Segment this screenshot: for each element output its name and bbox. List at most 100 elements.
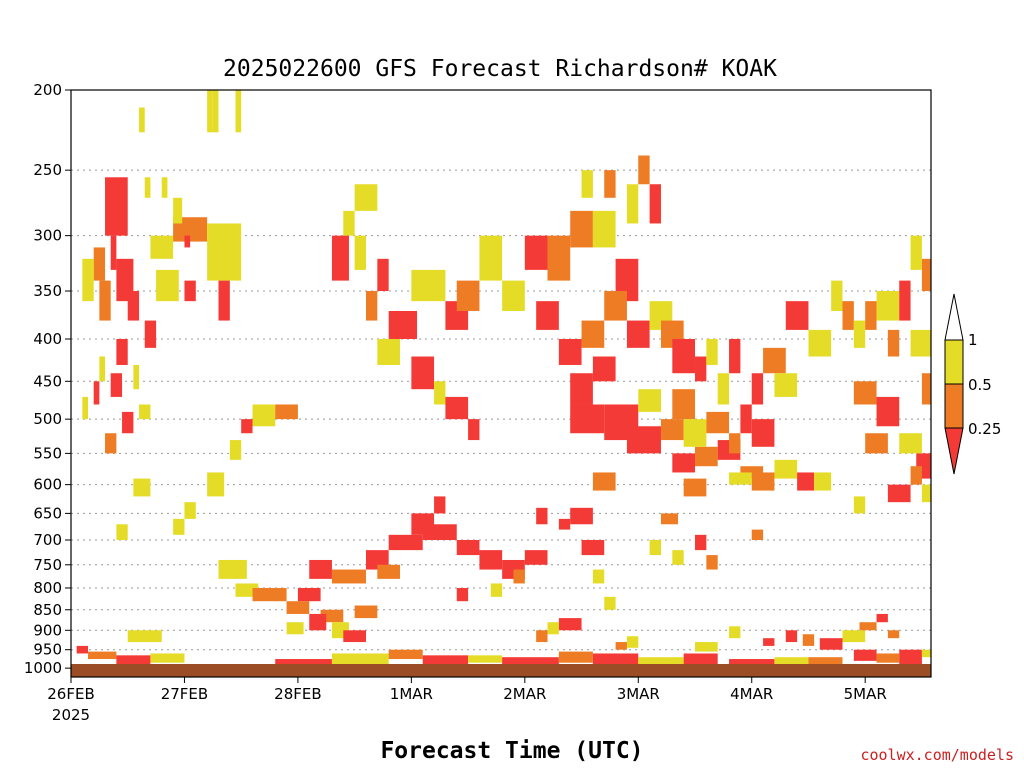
x-tick-label-7: 5MAR <box>844 685 887 703</box>
cell-145 <box>865 301 877 330</box>
cell-118 <box>570 507 593 525</box>
x-tick-label-2: 28FEB <box>274 685 321 703</box>
y-tick-label-8: 600 <box>33 476 62 494</box>
cell-57 <box>422 524 457 541</box>
cell-184 <box>729 659 775 667</box>
cell-162 <box>729 472 752 485</box>
y-tick-label-2: 300 <box>33 227 62 245</box>
cell-70 <box>331 235 349 281</box>
y-tick-label-3: 350 <box>33 282 62 300</box>
cell-166 <box>649 540 661 556</box>
cell-105 <box>570 404 605 434</box>
cell-84 <box>502 280 525 311</box>
cell-31 <box>252 404 276 427</box>
cell-80 <box>411 269 446 302</box>
cell-9 <box>173 197 183 224</box>
cell-155 <box>853 381 877 405</box>
cell-42 <box>252 587 287 602</box>
cell-90 <box>558 338 582 365</box>
cell-0 <box>105 177 128 236</box>
y-tick-label-1: 250 <box>33 161 62 179</box>
cell-179 <box>502 657 559 665</box>
cell-23 <box>99 356 106 382</box>
cell-49 <box>309 613 327 631</box>
cell-52 <box>331 569 366 584</box>
cell-152 <box>921 373 931 405</box>
cell-28 <box>122 411 134 434</box>
cell-167 <box>672 550 684 565</box>
cell-199 <box>729 626 741 639</box>
y-tick-label-6: 500 <box>33 410 62 428</box>
cell-171 <box>116 655 151 665</box>
cell-73 <box>365 291 378 321</box>
cell-35 <box>207 472 225 497</box>
cell-2 <box>93 247 106 281</box>
cell-188 <box>853 649 877 661</box>
cell-41 <box>235 583 259 597</box>
cell-177 <box>422 655 469 665</box>
cell-135 <box>774 373 798 397</box>
y-tick-label-0: 200 <box>33 81 62 99</box>
cell-120 <box>592 569 605 584</box>
y-tick-label-10: 700 <box>33 531 62 549</box>
cell-98 <box>604 170 616 198</box>
y-tick-label-7: 550 <box>33 444 62 462</box>
cell-109 <box>638 389 661 412</box>
cell-141 <box>751 472 775 491</box>
cell-78 <box>445 396 469 420</box>
cell-130 <box>729 433 741 454</box>
x-tick-label-0: 26FEB <box>47 685 94 703</box>
cell-139 <box>797 472 815 491</box>
x-year-label: 2025 <box>52 706 90 724</box>
cell-83 <box>479 235 503 281</box>
cell-85 <box>524 235 548 270</box>
cell-51 <box>309 559 332 579</box>
colorbar-segment-0 <box>944 339 964 385</box>
cell-40 <box>218 559 247 579</box>
x-tick-label-6: 4MAR <box>730 685 773 703</box>
cell-107 <box>626 426 661 454</box>
cell-180 <box>558 651 593 663</box>
cell-96 <box>638 155 650 185</box>
cell-20 <box>235 90 242 133</box>
cell-160 <box>887 484 911 503</box>
cell-22 <box>116 338 128 365</box>
cell-101 <box>626 320 650 348</box>
y-tick-label-4: 400 <box>33 330 62 348</box>
cell-95 <box>626 184 639 224</box>
cell-53 <box>365 550 389 570</box>
cell-66 <box>490 583 503 597</box>
cell-47 <box>354 605 378 619</box>
y-tick-label-5: 450 <box>33 372 62 390</box>
cell-3 <box>116 258 134 302</box>
cell-14 <box>184 280 196 302</box>
cell-32 <box>275 404 298 420</box>
cell-117 <box>592 472 616 491</box>
cell-91 <box>581 320 605 348</box>
cell-198 <box>802 634 815 646</box>
cell-123 <box>536 630 548 643</box>
y-tick-label-14: 900 <box>33 621 62 639</box>
cell-76 <box>411 356 435 390</box>
cell-187 <box>695 642 718 652</box>
cell-37 <box>173 518 185 535</box>
cell-71 <box>354 235 366 270</box>
cell-195 <box>876 613 888 623</box>
cell-156 <box>876 396 900 427</box>
cell-63 <box>524 550 548 565</box>
cell-191 <box>921 649 931 658</box>
cell-131 <box>751 419 775 447</box>
cell-87 <box>570 210 593 248</box>
cell-196 <box>887 630 900 639</box>
cell-170 <box>88 651 117 660</box>
cell-67 <box>456 587 469 602</box>
cell-50 <box>286 622 304 635</box>
cell-148 <box>899 280 911 321</box>
x-axis-label: Forecast Time (UTC) <box>380 738 643 764</box>
cell-19 <box>212 90 219 133</box>
chart-title: 2025022600 GFS Forecast Richardson# KOAK <box>223 56 777 82</box>
cell-178 <box>468 655 503 663</box>
cell-193 <box>842 630 866 643</box>
cell-194 <box>859 622 877 631</box>
